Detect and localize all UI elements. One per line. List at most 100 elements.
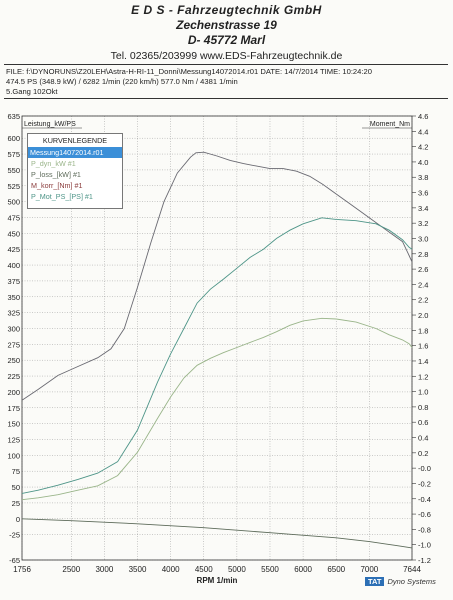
run-file-info: FILE: f:\DYNORUNS\Z20LEH\Astra-H-RI-11_D… bbox=[6, 67, 372, 76]
y-tick-label-right: 0.4 bbox=[418, 434, 428, 443]
y-tick-label-left: 225 bbox=[7, 372, 20, 381]
y-tick-label-left: 300 bbox=[7, 324, 20, 333]
y-tick-label-right: 1.2 bbox=[418, 372, 428, 381]
dyno-brand: TAT Dyno Systems bbox=[365, 577, 436, 586]
y-tick-label-left: 325 bbox=[7, 309, 20, 318]
legend-item-p-mot[interactable]: P_Mot_PS_[PS] #1 bbox=[31, 192, 93, 201]
brand-name: Dyno Systems bbox=[387, 577, 436, 586]
x-tick-label: 6500 bbox=[327, 565, 345, 574]
y-tick-label-right: -1.0 bbox=[418, 541, 431, 550]
y-tick-label-right: -1.2 bbox=[418, 556, 431, 565]
torque-line bbox=[21, 151, 413, 401]
x-tick-label: 4500 bbox=[195, 565, 213, 574]
y-tick-label-right: 4.6 bbox=[418, 112, 428, 121]
y-tick-label-left: 600 bbox=[7, 134, 20, 143]
info-divider bbox=[4, 98, 448, 99]
y-tick-label-right: 3.6 bbox=[418, 189, 428, 198]
y-tick-label-left: 450 bbox=[7, 229, 20, 238]
axis-labels: 1756 2500 3000 3500 4000 4500 5000 5500 6000 6500… bbox=[7, 112, 430, 585]
y-tick-label-right: 2.8 bbox=[418, 250, 428, 259]
y-tick-label-left: 200 bbox=[7, 388, 20, 397]
x-tick-label: 7000 bbox=[360, 565, 378, 574]
company-street: Zechenstrasse 19 bbox=[176, 18, 277, 32]
power-ps-line bbox=[21, 217, 413, 494]
y-tick-label-right: 3.8 bbox=[418, 173, 428, 182]
y-tick-label-left: 250 bbox=[7, 356, 20, 365]
y-tick-label-left: 350 bbox=[7, 293, 20, 302]
y-axis-title-left: Leistung_kW/PS bbox=[24, 121, 76, 128]
y-tick-label-left: 635 bbox=[7, 112, 20, 121]
y-tick-label-right: 2.6 bbox=[418, 265, 428, 274]
power-kw-line bbox=[21, 317, 413, 501]
y-tick-label-right: 3.0 bbox=[418, 234, 428, 243]
y-tick-label-right: 4.0 bbox=[418, 158, 428, 167]
x-axis-title: RPM 1/min bbox=[197, 576, 238, 585]
y-tick-label-left: 400 bbox=[7, 261, 20, 270]
y-tick-label-right: 1.6 bbox=[418, 342, 428, 351]
run-gear-info: 5.Gang 102Okt bbox=[6, 87, 58, 96]
y-tick-label-left: 575 bbox=[7, 150, 20, 159]
y-tick-label-left: 375 bbox=[7, 277, 20, 286]
header-divider bbox=[4, 64, 448, 65]
y-tick-label-right: 1.8 bbox=[418, 326, 428, 335]
y-tick-label-right: 1.4 bbox=[418, 357, 428, 366]
y-tick-label-left: 75 bbox=[12, 467, 20, 476]
x-tick-label: 3500 bbox=[129, 565, 147, 574]
y-tick-label-left: 525 bbox=[7, 182, 20, 191]
x-tick-label: 5000 bbox=[228, 565, 246, 574]
x-tick-label: 1756 bbox=[13, 565, 31, 574]
y-tick-label-right: 4.2 bbox=[418, 143, 428, 152]
y-tick-label-right: -0.2 bbox=[418, 479, 431, 488]
y-tick-label-left: 475 bbox=[7, 213, 20, 222]
x-tick-label: 6000 bbox=[294, 565, 312, 574]
legend-selected-run[interactable]: Messung14072014.r01 bbox=[28, 147, 122, 158]
y-tick-label-left: 0 bbox=[16, 515, 20, 524]
y-tick-label-right: -0.4 bbox=[418, 495, 431, 504]
y-tick-label-right: -0.8 bbox=[418, 525, 431, 534]
company-contact: Tel. 02365/203999 www.EDS-Fahrzeugtechni… bbox=[110, 50, 343, 62]
y-tick-label-left: -65 bbox=[9, 556, 20, 565]
legend-title: KURVENLEGENDE bbox=[42, 136, 108, 145]
power-loss-line bbox=[21, 518, 413, 549]
axes bbox=[21, 115, 416, 561]
company-city: D- 45772 Marl bbox=[187, 33, 266, 47]
y-tick-label-right: 2.0 bbox=[418, 311, 428, 320]
y-tick-label-right: 1.0 bbox=[418, 388, 428, 397]
plot-frame bbox=[21, 115, 413, 561]
y-tick-label-left: 500 bbox=[7, 198, 20, 207]
x-tick-label: 3000 bbox=[95, 565, 113, 574]
legend-item-p-loss[interactable]: P_loss_[kW] #1 bbox=[31, 170, 81, 179]
y-tick-label-right: 2.2 bbox=[418, 296, 428, 305]
y-tick-label-right: -0.0 bbox=[418, 464, 431, 473]
y-axis-title-right: Moment_Nm bbox=[370, 121, 410, 128]
y-tick-label-right: 0.2 bbox=[418, 449, 428, 458]
y-tick-label-right: 2.4 bbox=[418, 280, 428, 289]
y-tick-label-left: 100 bbox=[7, 451, 20, 460]
y-tick-label-left: 25 bbox=[12, 499, 20, 508]
y-tick-label-left: 425 bbox=[7, 245, 20, 254]
x-tick-label: 2500 bbox=[62, 565, 80, 574]
y-tick-label-right: 3.4 bbox=[418, 204, 428, 213]
y-tick-label-right: 0.6 bbox=[418, 418, 428, 427]
y-tick-label-left: 275 bbox=[7, 340, 20, 349]
y-tick-label-left: 125 bbox=[7, 435, 20, 444]
y-tick-label-left: 150 bbox=[7, 420, 20, 429]
x-tick-label: 5500 bbox=[261, 565, 279, 574]
y-tick-label-right: -0.6 bbox=[418, 510, 431, 519]
brand-logo: TAT bbox=[365, 577, 385, 586]
curve-legend: KURVENLEGENDE Messung14072014.r01 P_dyn_… bbox=[27, 133, 123, 209]
y-tick-label-left: 50 bbox=[12, 483, 20, 492]
x-tick-label: 7644 bbox=[403, 565, 421, 574]
y-tick-label-right: 0.8 bbox=[418, 403, 428, 412]
x-tick-label: 4000 bbox=[162, 565, 180, 574]
y-tick-label-right: 4.4 bbox=[418, 127, 428, 136]
series-lines bbox=[21, 151, 413, 549]
y-tick-label-left: 175 bbox=[7, 404, 20, 413]
y-tick-label-left: 550 bbox=[7, 166, 20, 175]
company-name: E D S - Fahrzeugtechnik GmbH bbox=[131, 3, 322, 17]
legend-item-p-dyn[interactable]: P_dyn_kW #1 bbox=[31, 159, 76, 168]
run-peak-values: 474.5 PS (348.9 kW) / 6282 1/min (220 km… bbox=[6, 77, 238, 86]
legend-item-m-korr[interactable]: M_korr_[Nm] #1 bbox=[31, 181, 83, 190]
y-tick-label-right: 3.2 bbox=[418, 219, 428, 228]
y-tick-label-left: -25 bbox=[9, 531, 20, 540]
